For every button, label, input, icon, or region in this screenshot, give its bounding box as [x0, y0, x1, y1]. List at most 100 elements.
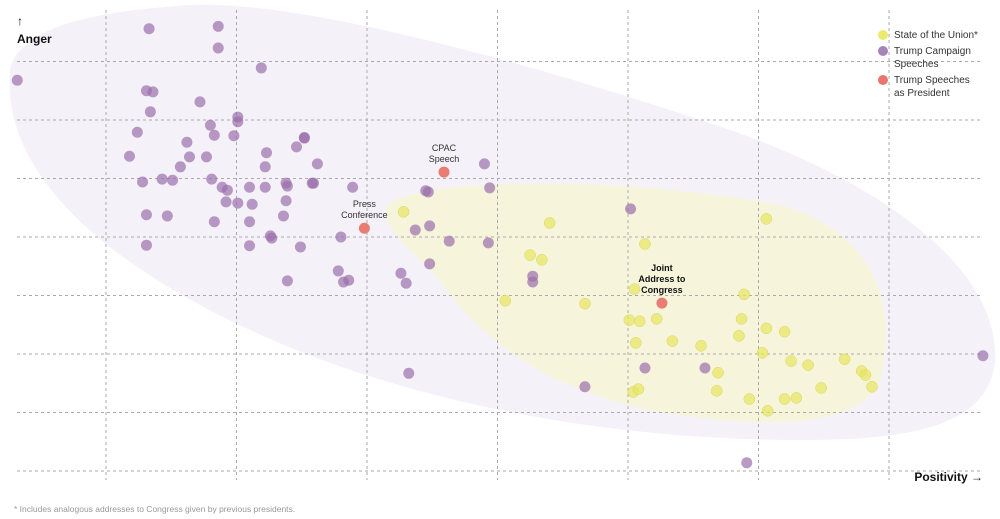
sotu-point — [815, 382, 827, 394]
sotu-point — [397, 206, 410, 218]
campaign-point — [343, 274, 355, 286]
legend-swatch — [878, 30, 888, 40]
sotu-point — [790, 392, 803, 404]
campaign-point — [409, 224, 421, 236]
campaign-point — [699, 362, 711, 374]
campaign-point — [307, 177, 319, 189]
sotu-point — [859, 369, 872, 381]
campaign-point — [395, 267, 407, 279]
campaign-point — [11, 74, 23, 86]
legend: State of the Union* Trump Campaign Speeche… — [878, 29, 978, 103]
sotu-point — [630, 337, 642, 349]
campaign-point — [347, 181, 359, 193]
legend-label: State of the Union* — [894, 30, 978, 41]
cluster-halos — [9, 4, 996, 440]
sotu-point — [760, 213, 773, 225]
gridlines — [17, 10, 983, 480]
campaign-point — [579, 381, 591, 393]
footnote: * Includes analogous addresses to Congre… — [14, 504, 296, 514]
campaign-point — [184, 151, 196, 163]
campaign-point — [244, 240, 256, 252]
campaign-point — [220, 196, 232, 208]
campaign-point — [527, 276, 539, 288]
sotu-point — [639, 238, 651, 250]
campaign-point — [298, 132, 310, 144]
campaign-point — [246, 198, 258, 210]
campaign-point — [977, 350, 989, 362]
sotu-point — [761, 404, 774, 417]
campaign-point — [137, 176, 149, 188]
sotu-point — [712, 366, 724, 379]
legend-item: State of the Union* — [878, 29, 978, 42]
campaign-point — [424, 220, 436, 232]
campaign-point — [281, 180, 293, 192]
sotu-point — [695, 340, 707, 352]
sotu-point — [650, 313, 663, 325]
data-points — [11, 20, 989, 469]
x-axis-label: Positivity → — [914, 470, 983, 484]
campaign-point — [639, 362, 651, 374]
campaign-point — [403, 367, 415, 379]
campaign-point — [174, 161, 186, 173]
sotu-point — [524, 249, 536, 261]
sotu-cluster-halo — [385, 183, 886, 423]
campaign-point — [161, 210, 173, 222]
campaign-point — [232, 197, 244, 209]
sotu-point — [623, 314, 636, 326]
campaign-point — [123, 150, 135, 162]
sotu-point — [579, 297, 591, 310]
sotu-point — [733, 330, 745, 342]
campaign-point — [482, 237, 494, 249]
campaign-point — [259, 181, 271, 193]
sotu-point — [866, 381, 878, 393]
campaign-point — [212, 20, 224, 32]
sotu-point — [802, 359, 814, 371]
campaign-point — [200, 151, 212, 163]
president-point — [358, 222, 370, 234]
campaign-point — [400, 277, 412, 289]
campaign-point — [206, 173, 218, 185]
sotu-point — [738, 288, 750, 301]
campaign-point — [228, 130, 240, 142]
legend-label: Trump Speeches as President — [894, 75, 970, 99]
sotu-point — [666, 335, 679, 347]
campaign-point — [167, 174, 179, 186]
sotu-point — [756, 347, 769, 359]
sotu-point — [838, 353, 851, 366]
annotations: CPAC Speech Press Conference Joint Address to… — [341, 143, 686, 295]
campaign-point — [221, 184, 233, 196]
point-annotation: Press Conference — [341, 199, 388, 220]
sotu-point — [543, 217, 556, 229]
campaign-point — [259, 161, 271, 173]
campaign-point — [244, 181, 256, 193]
campaign-point — [294, 241, 306, 253]
campaign-point — [332, 265, 344, 277]
campaign-point — [484, 182, 496, 194]
sotu-point — [735, 313, 748, 325]
sotu-point — [499, 295, 512, 307]
campaign-point — [261, 147, 273, 159]
sotu-point — [778, 326, 791, 338]
campaign-point — [478, 158, 490, 170]
sotu-point — [710, 385, 723, 397]
campaign-point — [156, 173, 168, 185]
campaign-point — [232, 116, 244, 128]
president-point — [656, 297, 668, 309]
campaign-point — [144, 106, 156, 118]
campaign-point — [422, 186, 434, 198]
campaign-point — [335, 231, 347, 243]
y-axis-arrow: ↑ — [17, 14, 23, 28]
campaign-point — [212, 42, 224, 54]
campaign-point — [208, 129, 220, 141]
sotu-point — [633, 315, 646, 327]
legend-label: Trump Campaign Speeches — [894, 46, 971, 70]
sotu-point — [632, 383, 645, 395]
point-annotation: CPAC Speech — [429, 143, 460, 164]
campaign-point — [741, 457, 753, 469]
campaign-point — [625, 203, 637, 215]
point-annotation: Joint Address to Congress — [638, 263, 686, 295]
sotu-point — [760, 322, 773, 335]
campaign-point — [194, 96, 206, 108]
campaign-point — [204, 119, 216, 131]
